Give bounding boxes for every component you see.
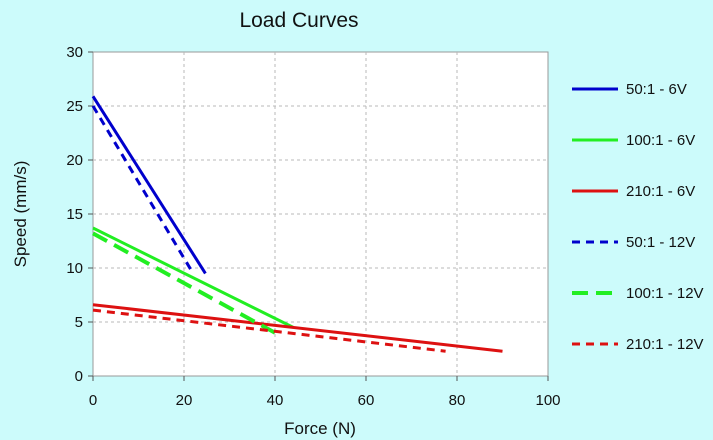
y-axis-title: Speed (mm/s) bbox=[11, 161, 30, 268]
x-tick-label: 40 bbox=[267, 392, 284, 409]
legend-label-1: 50:1 - 6V bbox=[626, 81, 687, 98]
series-lines bbox=[91, 95, 503, 353]
legend-label-2: 100:1 - 6V bbox=[626, 132, 695, 149]
legend-label-5: 100:1 - 12V bbox=[626, 285, 704, 302]
x-tick-label: 60 bbox=[358, 392, 375, 409]
chart-title: Load Curves bbox=[239, 9, 358, 32]
legend: 50:1 - 6V 100:1 - 6V 210:1 - 6V 50:1 - 12V 1… bbox=[572, 81, 704, 353]
y-tick-label: 0 bbox=[75, 368, 83, 385]
series-line-5 bbox=[92, 231, 276, 335]
series-line-3 bbox=[92, 303, 503, 353]
series-line-2 bbox=[92, 226, 294, 329]
x-axis-title: Force (N) bbox=[284, 419, 356, 438]
y-axis-ticks: 0 5 10 15 20 25 30 bbox=[66, 44, 93, 385]
y-tick-label: 25 bbox=[66, 98, 83, 115]
x-tick-label: 80 bbox=[449, 392, 466, 409]
grid-lines bbox=[93, 52, 548, 376]
y-tick-label: 15 bbox=[66, 206, 83, 223]
series-line-6 bbox=[92, 308, 446, 353]
y-tick-label: 30 bbox=[66, 44, 83, 61]
series-line-4 bbox=[91, 105, 195, 275]
x-axis-ticks: 0 20 40 60 80 100 bbox=[89, 376, 561, 409]
legend-label-3: 210:1 - 6V bbox=[626, 183, 695, 200]
y-tick-label: 5 bbox=[75, 314, 83, 331]
legend-label-6: 210:1 - 12V bbox=[626, 336, 704, 353]
x-tick-label: 20 bbox=[176, 392, 193, 409]
y-tick-label: 10 bbox=[66, 260, 83, 277]
y-tick-label: 20 bbox=[66, 152, 83, 169]
x-tick-label: 0 bbox=[89, 392, 97, 409]
x-tick-label: 100 bbox=[535, 392, 560, 409]
series-line-1 bbox=[91, 95, 207, 275]
legend-label-4: 50:1 - 12V bbox=[626, 234, 695, 251]
